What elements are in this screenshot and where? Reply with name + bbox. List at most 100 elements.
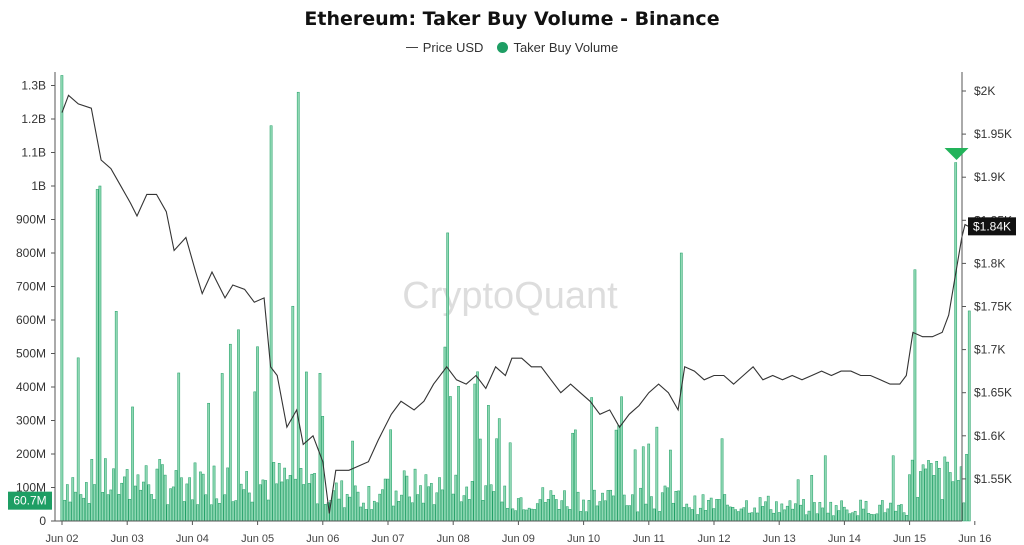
volume-bar: [878, 504, 881, 522]
y-right-tick-label: $1.55K: [974, 472, 1012, 486]
x-tick-label: Jun 10: [567, 533, 600, 545]
volume-bar: [82, 497, 85, 522]
volume-bar: [663, 485, 667, 522]
volume-bar: [468, 499, 471, 522]
volume-bar: [405, 475, 409, 522]
volume-bar: [565, 506, 569, 522]
volume-bar: [228, 343, 232, 522]
volume-bar: [829, 501, 833, 522]
volume-bar: [734, 509, 737, 522]
volume-bar: [848, 513, 852, 522]
volume-bar: [421, 502, 425, 522]
volume-bar: [190, 499, 194, 522]
volume-bar: [519, 497, 523, 522]
volume-bar: [951, 481, 955, 522]
y-right-tick-label: $1.9K: [974, 170, 1005, 184]
volume-bar: [65, 484, 69, 522]
volume-bar: [940, 499, 944, 522]
volume-bar: [897, 504, 900, 522]
legend-dot-swatch: [497, 42, 509, 53]
volume-bar: [283, 467, 287, 522]
y-right-tick-label: $2K: [974, 84, 995, 98]
volume-bar: [454, 474, 458, 522]
volume-bar: [432, 504, 436, 522]
volume-bar: [128, 498, 132, 522]
volume-bar: [408, 496, 411, 522]
volume-bar: [780, 503, 784, 522]
volume-bar: [337, 498, 341, 522]
volume-bar: [612, 495, 615, 522]
volume-bar: [807, 510, 811, 522]
volume-bar: [411, 502, 414, 522]
volume-bar: [267, 499, 270, 522]
volume-bar: [802, 499, 805, 522]
volume-bar: [894, 510, 898, 522]
volume-bar: [381, 489, 384, 522]
volume-bar: [497, 418, 501, 522]
volume-bar: [595, 505, 599, 522]
legend-item-volume[interactable]: Taker Buy Volume: [497, 40, 618, 55]
volume-bar: [810, 475, 814, 522]
volume-bar: [544, 502, 547, 522]
volume-bar: [864, 500, 868, 522]
volume-bar: [910, 459, 914, 522]
volume-bar: [451, 493, 455, 522]
volume-bar: [305, 371, 308, 522]
volume-bar: [818, 502, 822, 522]
volume-bar: [155, 468, 159, 522]
volume-bar: [900, 504, 903, 522]
volume-bar: [457, 385, 460, 522]
volume-bar: [256, 346, 259, 522]
volume-bar: [79, 494, 83, 522]
x-tick-label: Jun 05: [241, 533, 274, 545]
volume-bar: [905, 515, 909, 522]
y-right-tick-label: $1.65K: [974, 386, 1012, 400]
price-line: [61, 94, 969, 514]
volume-bar: [340, 480, 344, 522]
volume-bar: [704, 510, 708, 522]
volume-bar: [275, 483, 278, 522]
volume-bar: [495, 438, 498, 522]
volume-bar: [120, 482, 124, 522]
volume-bar: [296, 91, 300, 522]
volume-bar: [761, 506, 765, 522]
volume-bar: [478, 438, 482, 522]
volume-bar: [870, 514, 873, 522]
volume-bar: [880, 500, 884, 522]
volume-bar: [220, 373, 224, 522]
y-left-tick-label: 900M: [16, 213, 46, 227]
volume-bar: [413, 468, 417, 522]
volume-bar: [902, 512, 906, 522]
volume-bar: [886, 508, 890, 522]
current-price-label: $1.84K: [973, 219, 1011, 233]
volume-bar: [883, 512, 887, 522]
volume-bar: [440, 489, 444, 522]
volume-bar: [750, 512, 754, 522]
volume-bar: [546, 499, 550, 522]
volume-bar: [799, 504, 803, 522]
volume-bar: [161, 464, 164, 522]
volume-bar: [840, 500, 843, 522]
volume-bar: [674, 490, 678, 522]
volume-bar: [459, 501, 463, 522]
volume-bar: [617, 425, 621, 522]
volume-bar: [500, 501, 504, 522]
volume-bar: [364, 509, 368, 522]
volume-bar: [856, 515, 860, 522]
volume-bar: [908, 474, 911, 522]
legend-label-price: Price USD: [422, 40, 484, 55]
volume-bar: [332, 490, 335, 522]
volume-bar: [318, 373, 322, 522]
volume-bar: [245, 471, 248, 522]
volume-bar: [272, 462, 276, 522]
y-left-tick-label: 1.3B: [21, 79, 46, 93]
volume-bar: [383, 478, 387, 522]
volume-bar: [535, 503, 539, 522]
volume-bar: [530, 508, 534, 522]
volume-bar: [791, 508, 795, 522]
volume-bar: [715, 499, 718, 522]
volume-bar: [685, 503, 689, 522]
legend-item-price[interactable]: Price USD: [405, 40, 484, 55]
volume-bar: [473, 383, 477, 522]
volume-bar: [419, 485, 422, 522]
